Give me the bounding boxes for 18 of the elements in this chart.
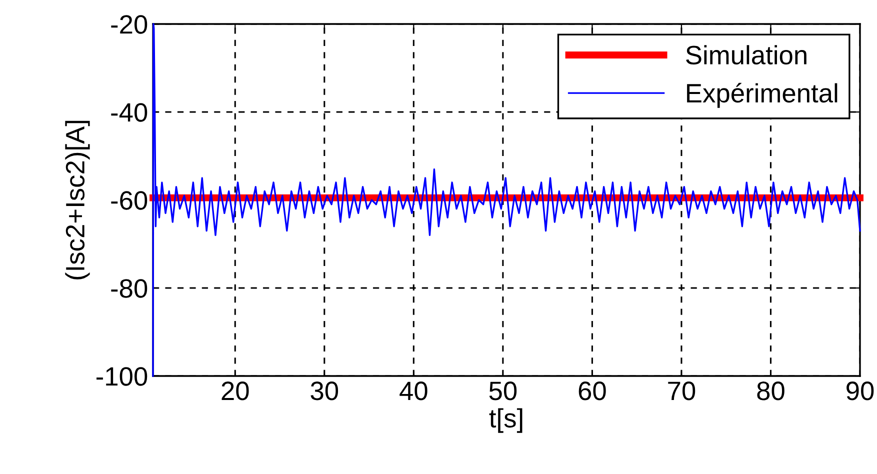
y-axis-title: (Isc2+Isc2)[A] [65, 120, 90, 280]
x-axis-title: t[s] [489, 408, 522, 433]
x-tick-label: 20 [222, 382, 249, 400]
x-tick-label: 80 [757, 382, 784, 400]
x-tick-label: 40 [400, 382, 428, 400]
legend-label: Expérimental [687, 82, 838, 108]
y-tick-label: -60 [111, 191, 148, 210]
line-series [152, 23, 861, 377]
y-tick-label: -100 [96, 367, 148, 386]
legend-label: Simulation [686, 45, 806, 64]
x-tick-label: 50 [489, 382, 517, 400]
x-tick-label: 70 [668, 382, 696, 400]
x-tick-label: 30 [310, 382, 338, 400]
y-tick-label: -80 [111, 279, 148, 298]
x-tick-label: 90 [846, 382, 874, 400]
y-tick-label: -40 [111, 103, 148, 122]
y-tick-label: -20 [111, 15, 148, 34]
x-tick-label: 60 [578, 382, 606, 400]
